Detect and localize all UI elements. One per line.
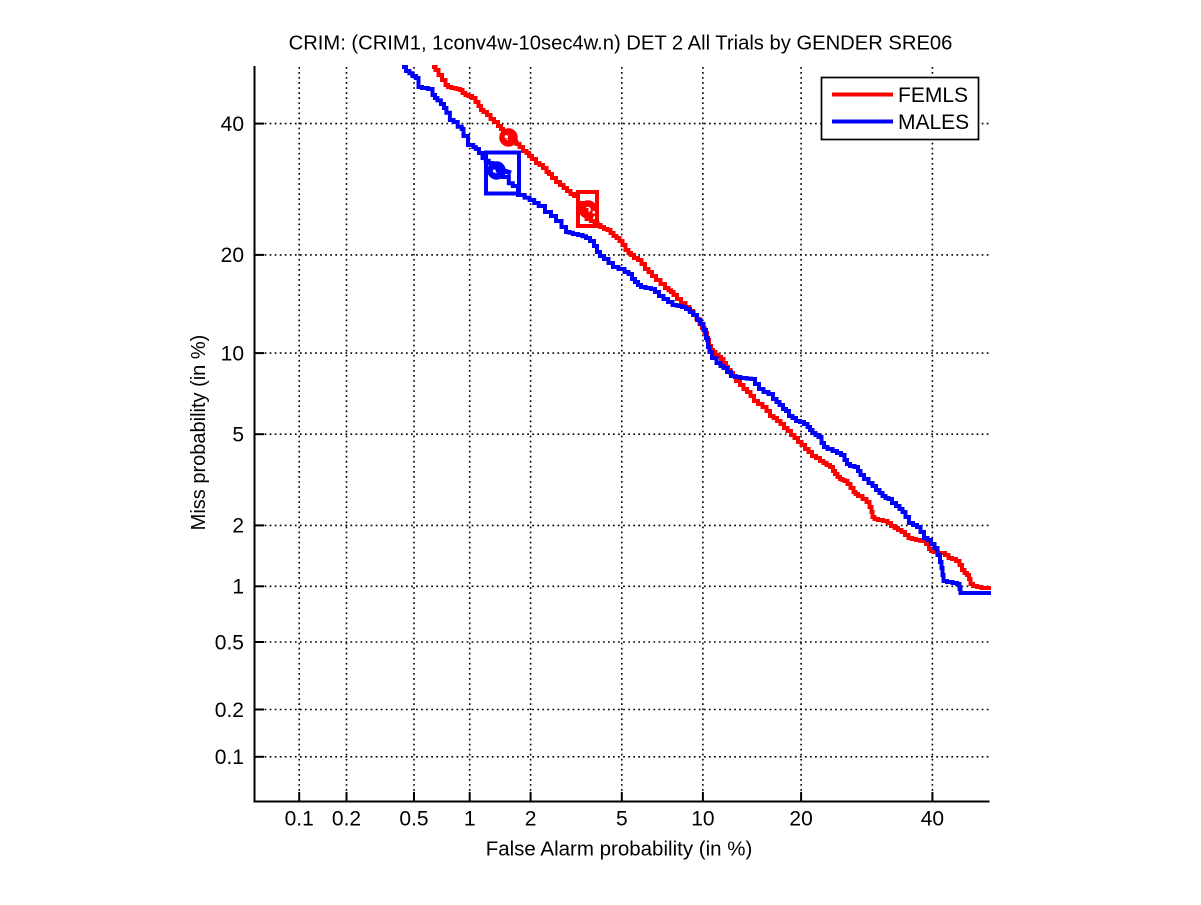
svg-text:5: 5: [616, 808, 628, 831]
svg-text:CRIM: (CRIM1, 1conv4w-10sec4w.: CRIM: (CRIM1, 1conv4w-10sec4w.n) DET 2 A…: [289, 33, 953, 55]
svg-text:40: 40: [221, 113, 244, 136]
svg-text:Miss probability (in %): Miss probability (in %): [188, 335, 210, 531]
svg-text:10: 10: [691, 808, 714, 831]
svg-text:10: 10: [221, 342, 244, 365]
svg-text:0.2: 0.2: [215, 699, 244, 722]
svg-text:0.2: 0.2: [332, 808, 361, 831]
svg-text:0.5: 0.5: [215, 631, 244, 654]
svg-text:0.1: 0.1: [285, 808, 314, 831]
svg-text:20: 20: [221, 244, 244, 267]
svg-text:1: 1: [464, 808, 476, 831]
svg-text:MALES: MALES: [898, 111, 969, 134]
svg-text:40: 40: [921, 808, 944, 831]
svg-text:2: 2: [525, 808, 537, 831]
svg-text:5: 5: [232, 424, 244, 447]
svg-text:0.5: 0.5: [399, 808, 428, 831]
svg-text:FEMLS: FEMLS: [898, 84, 968, 107]
svg-text:2: 2: [232, 515, 244, 538]
svg-text:20: 20: [789, 808, 812, 831]
svg-text:1: 1: [232, 576, 244, 599]
svg-text:0.1: 0.1: [215, 746, 244, 769]
svg-text:False Alarm probability (in %): False Alarm probability (in %): [486, 838, 753, 861]
